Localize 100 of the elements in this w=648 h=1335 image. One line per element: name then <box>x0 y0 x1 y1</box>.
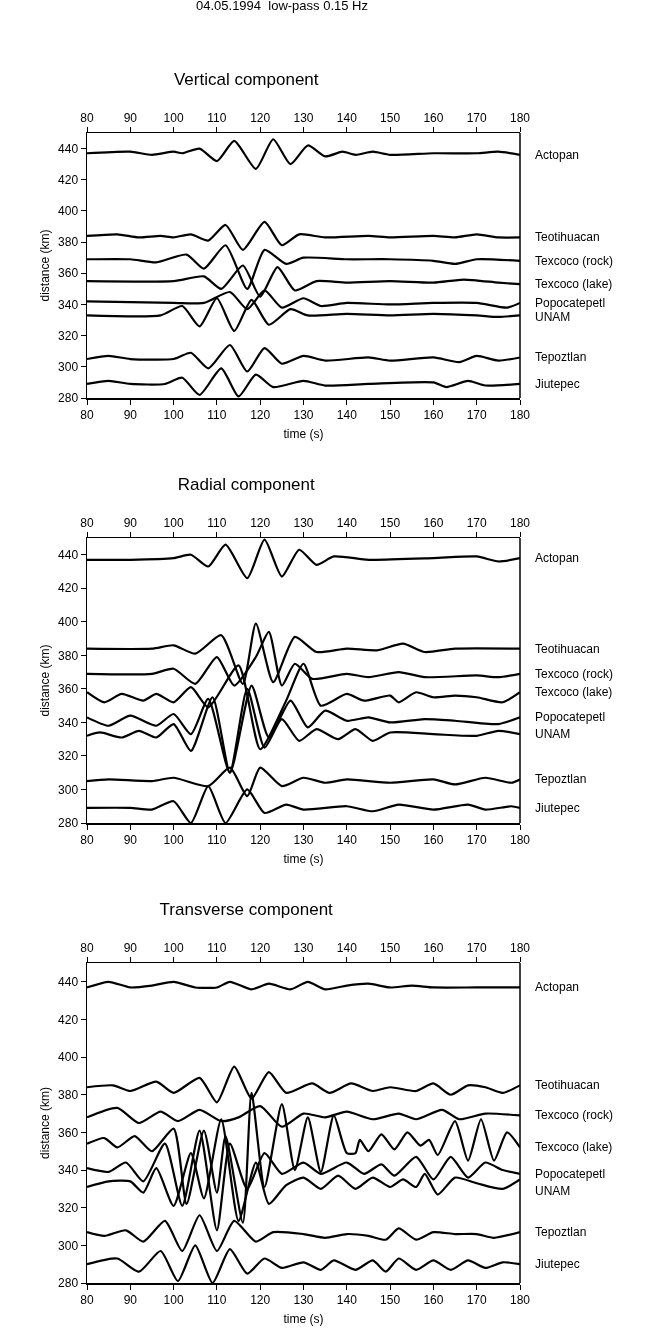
x-tick-label: 180 <box>509 940 531 955</box>
x-tick-label: 80 <box>80 110 94 125</box>
x-tick-label: 140 <box>336 515 358 530</box>
series-label: Actopan <box>535 980 580 994</box>
series-label: Teotihuacan <box>535 642 600 656</box>
y-tick-label: 400 <box>58 204 79 219</box>
y-tick-label: 420 <box>58 172 79 187</box>
y-tick-label: 340 <box>58 1163 79 1178</box>
x-tick-label: 130 <box>293 515 314 530</box>
series-label: Texcoco (rock) <box>535 1108 614 1122</box>
y-tick-label: 360 <box>58 266 79 281</box>
x-tick-label: 170 <box>466 110 488 125</box>
x2-tick-label: 160 <box>423 1292 444 1307</box>
x2-tick-label: 130 <box>293 1292 314 1307</box>
series-label: Texcoco (rock) <box>535 254 614 268</box>
y-tick-label: 360 <box>58 1125 79 1140</box>
y-axis-title: distance (km) <box>37 1086 52 1160</box>
y-tick-label: 300 <box>58 1238 79 1253</box>
y-tick-label: 400 <box>58 615 79 630</box>
x2-tick-label: 150 <box>380 407 401 422</box>
x2-tick-label: 170 <box>466 407 488 422</box>
x-tick-label: 150 <box>380 515 401 530</box>
x-tick-label: 100 <box>163 515 184 530</box>
x-tick-label: 170 <box>466 940 488 955</box>
x2-tick-label: 110 <box>207 832 227 847</box>
series-label: Tepoztlan <box>535 350 587 364</box>
y-tick-label: 280 <box>58 816 79 831</box>
chart-title: Radial component <box>177 474 316 494</box>
y-tick-label: 300 <box>58 782 79 797</box>
series-label: Tepoztlan <box>535 1225 587 1239</box>
x2-tick-label: 140 <box>336 1292 358 1307</box>
x-tick-label: 130 <box>293 940 314 955</box>
x-tick-label: 170 <box>466 515 488 530</box>
x-tick-label: 120 <box>250 940 271 955</box>
x-tick-label: 90 <box>123 940 138 955</box>
y-tick-label: 300 <box>58 360 79 375</box>
x-axis-title: time (s) <box>283 851 324 866</box>
series-label: Actopan <box>535 148 580 162</box>
x-tick-label: 180 <box>509 110 531 125</box>
y-tick-label: 440 <box>58 975 79 990</box>
x-tick-label: 160 <box>423 110 444 125</box>
series-label: Texcoco (lake) <box>535 685 613 699</box>
x-tick-label: 90 <box>123 515 138 530</box>
series-label: Teotihuacan <box>535 230 600 244</box>
y-tick-label: 380 <box>58 1087 79 1102</box>
text: 04.05.1994 low-pass 0.15 Hz <box>196 0 368 13</box>
x-tick-label: 140 <box>336 940 358 955</box>
x2-tick-label: 90 <box>123 1292 138 1307</box>
x-tick-label: 100 <box>163 110 184 125</box>
x2-tick-label: 110 <box>207 407 227 422</box>
series-label: Jiutepec <box>535 1257 580 1271</box>
x2-tick-label: 170 <box>466 1292 488 1307</box>
x2-tick-label: 90 <box>123 407 138 422</box>
series-label: Texcoco (rock) <box>535 667 614 681</box>
x2-tick-label: 180 <box>509 407 531 422</box>
y-tick-label: 420 <box>58 1012 79 1027</box>
x-axis-title: time (s) <box>283 1311 324 1326</box>
x2-tick-label: 180 <box>509 832 531 847</box>
x2-tick-label: 80 <box>80 1292 94 1307</box>
chart-title: Transverse component <box>159 899 334 919</box>
y-axis-title: distance (km) <box>37 644 52 717</box>
series-label: Jiutepec <box>535 377 580 391</box>
x-tick-label: 130 <box>293 110 314 125</box>
x2-tick-label: 140 <box>336 407 358 422</box>
series-label: Jiutepec <box>535 801 580 815</box>
x2-tick-label: 120 <box>250 832 271 847</box>
y-tick-label: 420 <box>58 581 79 596</box>
x2-tick-label: 130 <box>293 832 314 847</box>
x-tick-label: 160 <box>423 515 444 530</box>
x-tick-label: 180 <box>509 515 531 530</box>
y-tick-label: 360 <box>58 682 79 697</box>
x-tick-label: 110 <box>207 940 227 955</box>
y-tick-label: 380 <box>58 235 79 250</box>
series-label: Popocatepetl <box>535 296 606 310</box>
series-label: Actopan <box>535 551 580 565</box>
x2-tick-label: 90 <box>123 832 138 847</box>
series-label: Popocatepetl <box>535 710 606 724</box>
y-tick-label: 440 <box>58 547 79 562</box>
y-tick-label: 320 <box>58 749 79 764</box>
x2-tick-label: 100 <box>163 407 184 422</box>
chart-title: Vertical component <box>173 69 319 89</box>
x2-tick-label: 150 <box>380 832 401 847</box>
y-tick-label: 320 <box>58 1200 79 1215</box>
x-tick-label: 120 <box>250 110 271 125</box>
x-tick-label: 110 <box>207 515 227 530</box>
x-tick-label: 120 <box>250 515 271 530</box>
y-tick-label: 380 <box>58 648 79 663</box>
x2-tick-label: 120 <box>250 407 271 422</box>
x2-tick-label: 110 <box>207 1292 227 1307</box>
x2-tick-label: 100 <box>163 832 184 847</box>
x2-tick-label: 150 <box>380 1292 401 1307</box>
y-tick-label: 340 <box>58 297 79 312</box>
x-axis-title: time (s) <box>283 426 324 441</box>
y-tick-label: 400 <box>58 1050 79 1065</box>
x2-tick-label: 160 <box>423 832 444 847</box>
series-label: UNAM <box>535 310 571 324</box>
x-tick-label: 80 <box>80 940 94 955</box>
y-tick-label: 280 <box>58 391 79 406</box>
y-tick-label: 320 <box>58 328 79 343</box>
series-label: Texcoco (lake) <box>535 277 613 291</box>
